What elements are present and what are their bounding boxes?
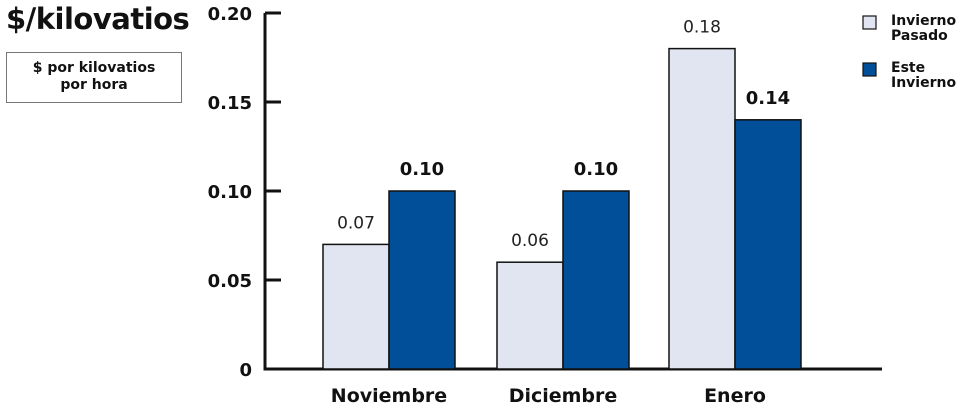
unit-line-2: por hora	[60, 77, 128, 93]
data-label: 0.06	[511, 231, 549, 251]
bar-este-invierno	[388, 190, 456, 370]
unit-legend-box: $ por kilovatios por hora	[6, 52, 182, 103]
y-tick-label: 0.10	[208, 182, 252, 203]
data-label: 0.07	[337, 213, 375, 233]
data-label: 0.14	[746, 88, 790, 109]
bar-este-invierno	[562, 190, 630, 370]
unit-line-1: $ por kilovatios	[32, 60, 156, 76]
legend-label-line1: Invierno	[891, 13, 956, 29]
y-tick-label: 0.20	[208, 4, 252, 25]
bar-invierno-pasado	[668, 47, 736, 370]
y-tick-label: 0.15	[208, 93, 252, 114]
data-label: 0.10	[400, 159, 444, 180]
legend-swatch	[862, 15, 877, 30]
bar-invierno-pasado	[496, 261, 564, 370]
y-tick-label: 0.05	[208, 271, 252, 292]
chart-title: $/kilovatios	[6, 2, 190, 36]
legend-swatch	[862, 62, 877, 77]
x-category-label: Noviembre	[331, 385, 447, 407]
bar-este-invierno	[734, 119, 802, 370]
x-category-label: Enero	[704, 385, 766, 407]
legend-label-line1: Este	[891, 60, 925, 76]
bar-invierno-pasado	[322, 243, 390, 370]
legend-label-line2: Pasado	[891, 28, 948, 44]
bars: 0.07 0.10 Noviembre 0.06 0.10 Diciembre 0.18 0.…	[322, 18, 802, 407]
data-label: 0.18	[683, 18, 721, 38]
y-tick-label: 0	[239, 360, 252, 381]
data-label: 0.10	[574, 159, 618, 180]
legend-label-line2: Invierno	[891, 75, 956, 91]
x-category-label: Diciembre	[509, 385, 618, 407]
